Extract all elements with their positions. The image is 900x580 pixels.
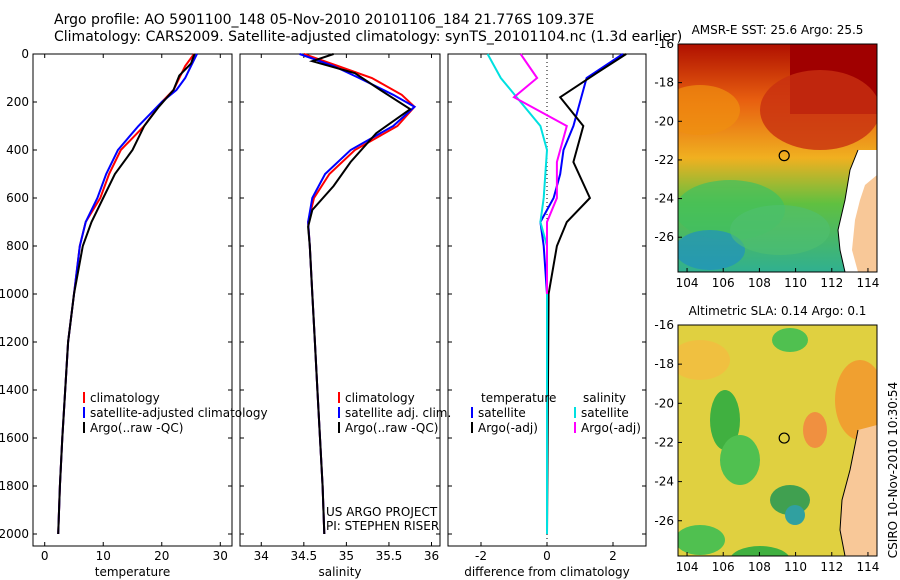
sst_map-xtick-label-2: 108 — [748, 276, 771, 290]
depth-tick-label-2: 400 — [6, 143, 29, 157]
sal-legend-label-0: climatology — [345, 391, 415, 405]
header-line-2: Climatology: CARS2009. Satellite-adjuste… — [54, 29, 683, 45]
salinity-series-2 — [307, 53, 412, 535]
sla_map-xtick-label-4: 112 — [820, 560, 843, 574]
sst-map-field — [678, 44, 877, 272]
depth-tick-label-4: 800 — [6, 239, 29, 253]
sst_map-xtick-label-3: 110 — [784, 276, 807, 290]
sst_map-xtick-label-5: 114 — [857, 276, 880, 290]
sla_map-frame — [677, 324, 878, 557]
difference-xtick-label-2: 2 — [609, 549, 617, 563]
diff-legend-sal-title: salinity — [583, 391, 626, 405]
project-annotation-0: US ARGO PROJECT — [326, 505, 438, 519]
sla_map-ytick-label-4: -24 — [654, 475, 674, 489]
depth-tick-label-3: 600 — [6, 191, 29, 205]
sla-map-field — [678, 325, 877, 556]
sst_map-xtick-label-1: 106 — [712, 276, 735, 290]
sst_map-xtick-label-0: 104 — [676, 276, 699, 290]
credit-label: CSIRO 10-Nov-2010 10:30:54 — [886, 381, 900, 559]
sal-legend-label-2: Argo(..raw -QC) — [345, 421, 438, 435]
sla_map-xtick-label-1: 106 — [712, 560, 735, 574]
header-line-1: Argo profile: AO 5901100_148 05-Nov-2010… — [54, 12, 595, 28]
sla_map-title: Altimetric SLA: 0.14 Argo: 0.1 — [689, 304, 867, 318]
salinity-xtick-label-0: 34 — [254, 549, 269, 563]
salinity-xtick-label-3: 35.5 — [376, 549, 403, 563]
temperature-axes-frame — [32, 53, 233, 547]
temperature-xtick-label-2: 20 — [154, 549, 169, 563]
depth-tick-label-6: 1200 — [0, 335, 29, 349]
sla_map-xtick-label-0: 104 — [676, 560, 699, 574]
sla_map-ytick-label-5: -26 — [654, 514, 674, 528]
sst_map-float-marker — [778, 150, 790, 162]
depth-tick-label-8: 1600 — [0, 431, 29, 445]
depth-tick-label-9: 1800 — [0, 479, 29, 493]
diff-legend-sal-label-0: satellite — [581, 406, 629, 420]
sst_map-ytick-label-4: -24 — [654, 192, 674, 206]
sla_map-ytick-label-0: -16 — [654, 318, 674, 332]
project-annotation-1: PI: STEPHEN RISER — [326, 519, 439, 533]
sla_map-ytick-label-3: -22 — [654, 435, 674, 449]
diff-legend-sal-label-1: Argo(-adj) — [581, 421, 641, 435]
difference-series-0 — [539, 53, 624, 534]
sst_map-frame — [677, 43, 878, 273]
difference-xtick-label-1: 0 — [543, 549, 551, 563]
sal-legend-label-1: satellite adj. clim. — [345, 406, 451, 420]
sla_map-xtick-label-3: 110 — [784, 560, 807, 574]
diff-legend-temp-title: temperature — [481, 391, 556, 405]
sla_map-xtick-label-5: 114 — [857, 560, 880, 574]
difference-series-3 — [512, 53, 568, 294]
sst_map-ytick-label-3: -22 — [654, 153, 674, 167]
temp-legend-label-1: satellite-adjusted climatology — [90, 406, 268, 420]
sla_map-xtick-label-2: 108 — [748, 560, 771, 574]
sst_map-title: AMSR-E SST: 25.6 Argo: 25.5 — [692, 23, 864, 37]
diff-legend-temp-label-1: Argo(-adj) — [478, 421, 538, 435]
depth-tick-label-5: 1000 — [0, 287, 29, 301]
temperature-series-2 — [57, 53, 196, 535]
difference-series-2 — [486, 53, 549, 534]
temperature-xlabel: temperature — [95, 565, 170, 579]
temperature-series-0 — [57, 53, 195, 535]
salinity-xtick-label-4: 36 — [424, 549, 439, 563]
depth-tick-label-0: 0 — [21, 47, 29, 61]
sst_map-ytick-label-5: -26 — [654, 230, 674, 244]
difference-series-1 — [546, 53, 627, 535]
depth-tick-label-1: 200 — [6, 95, 29, 109]
sst_map-ytick-label-1: -18 — [654, 76, 674, 90]
salinity-xlabel: salinity — [318, 565, 361, 579]
difference-xlabel: difference from climatology — [464, 565, 630, 579]
temp-legend-label-0: climatology — [90, 391, 160, 405]
temperature-xtick-label-3: 30 — [213, 549, 228, 563]
temperature-xtick-label-0: 0 — [41, 549, 49, 563]
salinity-axes-frame — [239, 53, 441, 547]
diff-legend-temp-label-0: satellite — [478, 406, 526, 420]
sst_map-ytick-label-2: -20 — [654, 114, 674, 128]
sla_map-ytick-label-2: -20 — [654, 396, 674, 410]
salinity-xtick-label-1: 34.5 — [290, 549, 317, 563]
difference-xtick-label-0: -2 — [475, 549, 487, 563]
depth-tick-label-10: 2000 — [0, 527, 29, 541]
sla_map-float-marker — [778, 432, 790, 444]
salinity-xtick-label-2: 35 — [339, 549, 354, 563]
sst_map-xtick-label-4: 112 — [820, 276, 843, 290]
temperature-series-1 — [57, 53, 198, 535]
sst_map-ytick-label-0: -16 — [654, 37, 674, 51]
sla_map-ytick-label-1: -18 — [654, 357, 674, 371]
depth-tick-label-7: 1400 — [0, 383, 29, 397]
temp-legend-label-2: Argo(..raw -QC) — [90, 421, 183, 435]
temperature-xtick-label-1: 10 — [96, 549, 111, 563]
